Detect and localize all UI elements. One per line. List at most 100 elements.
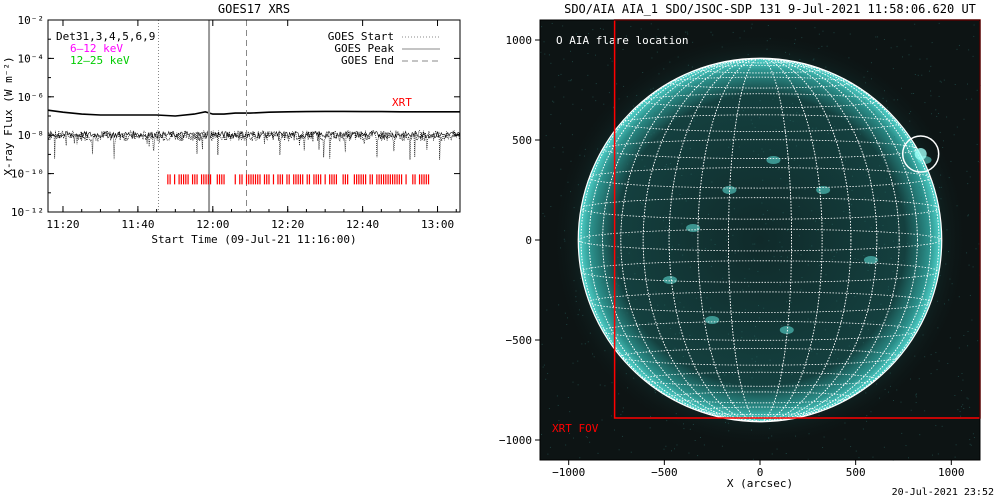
noise-speck xyxy=(687,33,689,35)
noise-speck xyxy=(967,331,969,333)
noise-speck xyxy=(661,394,663,396)
noise-speck xyxy=(882,224,884,226)
noise-speck xyxy=(607,260,609,262)
noise-speck xyxy=(721,46,723,48)
noise-speck xyxy=(818,47,820,49)
noise-speck xyxy=(800,289,802,291)
noise-speck xyxy=(663,97,665,99)
noise-speck xyxy=(798,195,800,197)
noise-speck xyxy=(627,289,629,291)
noise-speck xyxy=(798,235,800,237)
noise-speck xyxy=(940,174,942,176)
noise-speck xyxy=(941,425,943,427)
noise-speck xyxy=(949,337,951,339)
noise-speck xyxy=(585,436,587,438)
noise-speck xyxy=(681,393,683,395)
noise-speck xyxy=(654,112,656,114)
noise-speck xyxy=(963,118,965,120)
x-tick-label: 12:00 xyxy=(196,218,229,231)
noise-speck xyxy=(558,304,560,306)
noise-speck xyxy=(836,300,838,302)
noise-speck xyxy=(924,410,926,412)
noise-speck xyxy=(698,75,700,77)
noise-speck xyxy=(910,45,912,47)
noise-speck xyxy=(668,236,670,238)
noise-speck xyxy=(706,79,708,81)
noise-speck xyxy=(550,62,552,64)
noise-speck xyxy=(787,318,789,320)
noise-speck xyxy=(750,82,752,84)
noise-speck xyxy=(557,404,559,406)
noise-speck xyxy=(930,65,932,67)
noise-speck xyxy=(914,73,916,75)
noise-speck xyxy=(622,407,624,409)
noise-speck xyxy=(858,110,860,112)
legend-goes-peak: GOES Peak xyxy=(334,42,394,55)
noise-speck xyxy=(763,307,765,309)
noise-speck xyxy=(849,325,851,327)
noise-speck xyxy=(969,176,971,178)
noise-speck xyxy=(597,148,599,150)
noise-speck xyxy=(792,102,794,104)
noise-speck xyxy=(877,153,879,155)
noise-speck xyxy=(664,304,666,306)
noise-speck xyxy=(937,453,939,455)
noise-speck xyxy=(815,127,817,129)
noise-speck xyxy=(815,90,817,92)
noise-speck xyxy=(694,115,696,117)
noise-speck xyxy=(736,400,738,402)
noise-speck xyxy=(786,301,788,303)
noise-speck xyxy=(914,355,916,357)
noise-speck xyxy=(907,457,909,459)
noise-speck xyxy=(786,230,788,232)
noise-speck xyxy=(843,199,845,201)
noise-speck xyxy=(599,212,601,214)
noise-speck xyxy=(936,115,938,117)
noise-speck xyxy=(687,64,689,66)
noise-speck xyxy=(853,343,855,345)
noise-speck xyxy=(569,432,571,434)
noise-speck xyxy=(558,74,560,76)
noise-speck xyxy=(640,201,642,203)
noise-speck xyxy=(935,109,937,111)
noise-speck xyxy=(644,165,646,167)
noise-speck xyxy=(686,31,688,33)
noise-speck xyxy=(893,99,895,101)
y-tick-label: 10⁻⁴ xyxy=(18,52,45,65)
solar-disk xyxy=(578,58,942,422)
noise-speck xyxy=(669,61,671,63)
noise-speck xyxy=(628,252,630,254)
noise-speck xyxy=(605,189,607,191)
noise-speck xyxy=(844,159,846,161)
noise-speck xyxy=(931,454,933,456)
noise-speck xyxy=(884,243,886,245)
noise-speck xyxy=(654,392,656,394)
noise-speck xyxy=(856,104,858,106)
series-low-energy-band xyxy=(47,130,461,140)
noise-speck xyxy=(831,251,833,253)
noise-speck xyxy=(748,285,750,287)
noise-speck xyxy=(924,102,926,104)
noise-speck xyxy=(722,277,724,279)
noise-speck xyxy=(938,95,940,97)
noise-speck xyxy=(896,46,898,48)
noise-speck xyxy=(958,44,960,46)
noise-speck xyxy=(913,93,915,95)
noise-speck xyxy=(729,304,731,306)
noise-speck xyxy=(754,335,756,337)
noise-speck xyxy=(879,165,881,167)
noise-speck xyxy=(895,152,897,154)
noise-speck xyxy=(744,278,746,280)
noise-speck xyxy=(808,168,810,170)
noise-speck xyxy=(797,72,799,74)
noise-speck xyxy=(700,436,702,438)
noise-speck xyxy=(599,27,601,29)
noise-speck xyxy=(831,223,833,225)
noise-speck xyxy=(801,37,803,39)
noise-speck xyxy=(967,215,969,217)
noise-speck xyxy=(862,342,864,344)
noise-speck xyxy=(599,384,601,386)
noise-speck xyxy=(626,163,628,165)
noise-speck xyxy=(956,126,958,128)
